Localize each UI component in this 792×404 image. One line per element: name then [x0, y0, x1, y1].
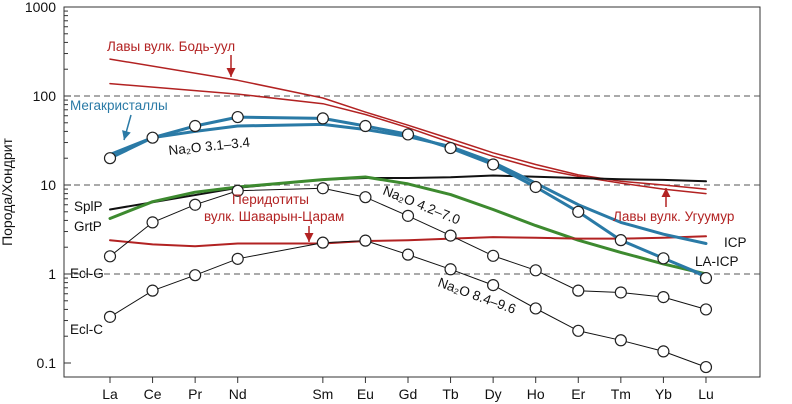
- y-tick-label: 100: [33, 88, 57, 104]
- label-shavaryn-2: вулк. Шаварын-Царам: [204, 209, 344, 224]
- data-point: [529, 264, 542, 277]
- series-line-3: [108, 175, 708, 276]
- arrow-bod-uul-head: [226, 68, 236, 77]
- data-point: [189, 198, 202, 211]
- series-line-0: [109, 58, 707, 190]
- label-bod-uul: Лавы вулк. Бодь-уул: [107, 39, 235, 54]
- label-icp: ICP: [724, 235, 747, 250]
- x-tick-label: Ce: [144, 386, 162, 402]
- data-point: [614, 286, 627, 299]
- arrow-shavaryn-head: [304, 233, 314, 242]
- arrow-uguumur-head: [661, 188, 671, 197]
- data-point: [231, 252, 244, 265]
- data-point: [572, 205, 585, 218]
- data-point: [614, 234, 627, 247]
- x-axis-ticks: La Ce Pr Nd Sm Eu Gd Tb Dy Ho Er Tm Yb Lu: [102, 377, 714, 402]
- x-tick-label: Eu: [357, 386, 374, 402]
- label-na2o-8-4-9-6: Na₂O 8.4–9.6: [436, 275, 518, 317]
- label-uguumur: Лавы вулк. Угуумур: [613, 209, 734, 224]
- data-point: [359, 191, 372, 204]
- data-point: [529, 302, 542, 315]
- x-tick-label: Yb: [655, 386, 672, 402]
- y-axis-label: Порода/Хондрит: [0, 137, 15, 245]
- label-ecl-c: Ecl-C: [70, 322, 103, 337]
- data-point: [487, 158, 500, 171]
- plot-frame: [63, 6, 761, 378]
- arrow-megacrysts-head: [122, 130, 131, 140]
- data-point: [699, 360, 713, 374]
- data-point: [231, 110, 244, 124]
- data-point: [103, 152, 117, 165]
- x-tick-label: Er: [571, 386, 585, 402]
- data-point: [189, 119, 202, 133]
- data-point: [614, 334, 627, 347]
- y-axis-ticks: 1000 100 10 1 0.1: [25, 0, 71, 371]
- data-point: [146, 216, 159, 229]
- data-point: [572, 284, 585, 297]
- gridlines: [64, 95, 760, 275]
- data-point: [444, 263, 457, 276]
- annotation-arrows: [122, 55, 671, 242]
- x-tick-label: La: [102, 386, 118, 402]
- x-tick-label: Sm: [312, 386, 333, 402]
- y-tick-label: 1: [48, 266, 56, 282]
- y-tick-label: 0.1: [37, 355, 57, 371]
- series-connector-7: [109, 116, 707, 279]
- data-point: [401, 128, 415, 141]
- data-point: [529, 180, 542, 194]
- data-point: [657, 345, 670, 358]
- data-point: [572, 324, 585, 337]
- data-point: [444, 229, 457, 242]
- x-tick-label: Gd: [399, 386, 418, 402]
- series-group: [103, 58, 713, 374]
- data-point: [103, 250, 117, 263]
- data-point: [231, 184, 244, 197]
- label-grtp: GrtP: [74, 219, 102, 234]
- data-point: [359, 119, 372, 133]
- data-point: [699, 271, 713, 285]
- x-tick-label: Tb: [442, 386, 459, 402]
- x-tick-label: Pr: [188, 386, 202, 402]
- label-megacrysts: Мегакристаллы: [70, 98, 168, 113]
- x-tick-label: Tm: [611, 386, 631, 402]
- series-connector-9: [109, 240, 707, 368]
- data-point: [359, 234, 372, 247]
- data-point: [103, 310, 117, 323]
- data-point: [316, 236, 329, 249]
- data-point: [401, 209, 415, 222]
- data-point: [444, 141, 457, 155]
- data-point: [316, 182, 329, 195]
- label-na2o-4-2-7-0: Na₂O 4.2–7.0: [381, 183, 462, 228]
- data-point: [657, 252, 670, 265]
- series-line-4: [109, 235, 707, 248]
- data-point: [189, 269, 202, 282]
- data-point: [146, 131, 159, 144]
- label-ecl-g: Ecl-G: [70, 266, 104, 281]
- label-shavaryn-1: Перидотиты: [232, 192, 309, 207]
- y-tick-label: 1000: [25, 0, 56, 15]
- data-point: [487, 249, 500, 262]
- x-tick-label: Lu: [698, 386, 714, 402]
- y-tick-label: 10: [40, 177, 56, 193]
- data-point: [699, 303, 713, 316]
- data-point: [487, 279, 500, 292]
- data-point: [316, 112, 329, 125]
- x-tick-label: Dy: [485, 386, 502, 402]
- x-tick-label: Nd: [229, 386, 247, 402]
- label-na2o-3-1-3-4: Na₂O 3.1–3.4: [168, 134, 251, 158]
- label-la-icp: LA-ICP: [695, 254, 739, 269]
- x-tick-label: Ho: [527, 386, 545, 402]
- data-point: [401, 248, 415, 261]
- series-connector-8: [109, 187, 707, 310]
- data-point: [657, 291, 670, 304]
- series-line-1: [109, 82, 707, 195]
- data-point: [146, 284, 159, 297]
- label-splp: SplP: [74, 199, 103, 214]
